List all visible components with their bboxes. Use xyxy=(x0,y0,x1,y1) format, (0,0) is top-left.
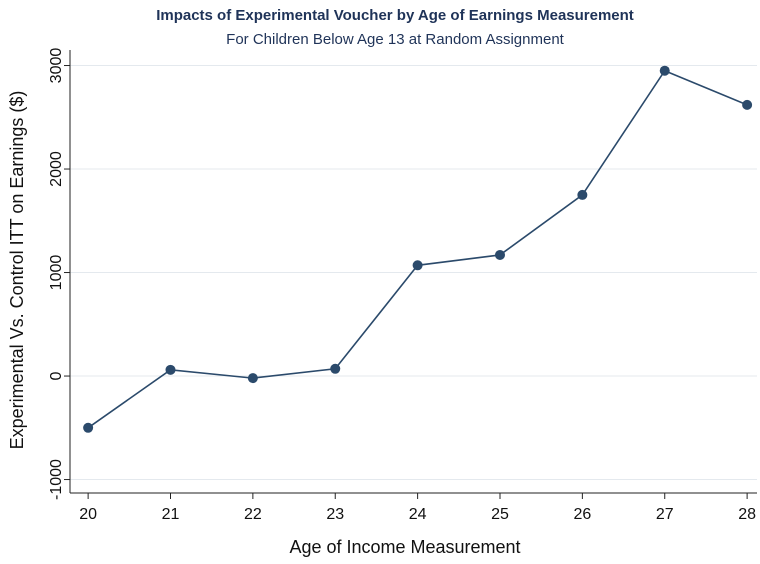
marker xyxy=(659,65,670,76)
marker xyxy=(83,422,94,433)
marker xyxy=(742,99,753,110)
y-tick-label: 3000 xyxy=(48,48,65,84)
x-tick-label: 25 xyxy=(491,506,509,523)
y-tick-label: -1000 xyxy=(48,459,65,500)
x-tick-label: 22 xyxy=(244,506,262,523)
y-axis-title: Experimental Vs. Control ITT on Earnings… xyxy=(7,91,27,450)
marker xyxy=(330,363,341,374)
x-tick-label: 24 xyxy=(409,506,427,523)
y-tick-label: 0 xyxy=(48,371,65,380)
marker xyxy=(412,260,423,271)
x-tick-label: 27 xyxy=(656,506,674,523)
y-tick-label: 1000 xyxy=(48,255,65,291)
x-tick-label: 20 xyxy=(79,506,97,523)
marker xyxy=(494,249,505,260)
x-axis-title: Age of Income Measurement xyxy=(289,537,520,557)
chart-subtitle: For Children Below Age 13 at Random Assi… xyxy=(226,31,565,48)
x-tick-label: 21 xyxy=(162,506,180,523)
line xyxy=(87,69,748,429)
x-tick-label: 28 xyxy=(738,506,756,523)
x-tick-label: 26 xyxy=(573,506,591,523)
marker xyxy=(247,373,258,384)
x-tick-label: 23 xyxy=(326,506,344,523)
chart-title: Impacts of Experimental Voucher by Age o… xyxy=(156,7,634,24)
marker xyxy=(165,364,176,375)
marker xyxy=(577,189,588,200)
y-tick-label: 2000 xyxy=(48,151,65,187)
